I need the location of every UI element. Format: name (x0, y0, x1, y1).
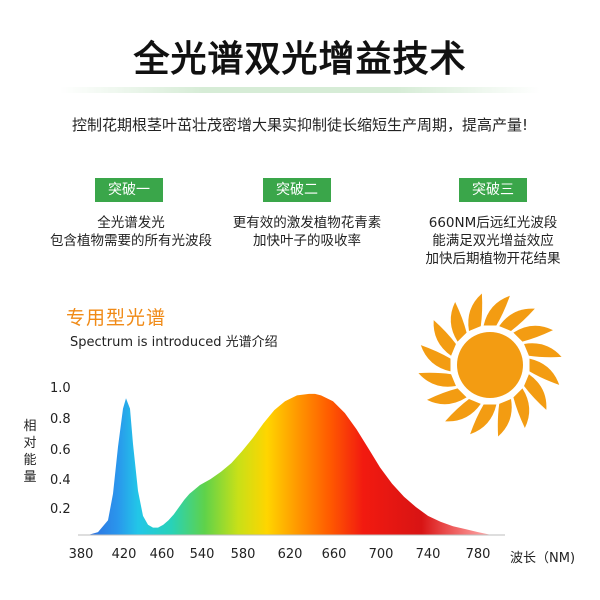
breakthrough-3-line-2: 能满足双光增益效应 (432, 233, 554, 249)
sun-ray (418, 372, 456, 387)
breakthrough-3-badge: 突破三 (459, 178, 527, 202)
x-axis-label: 波长（NM) (510, 551, 576, 566)
breakthrough-2-line-2: 加快叶子的吸收率 (253, 233, 361, 249)
sun-ray (433, 320, 456, 356)
x-tick-label: 620 (277, 547, 303, 562)
x-tick-label: 380 (68, 547, 94, 562)
breakthrough-3-line-1: 660NM后远红光波段 (428, 215, 558, 231)
page-title: 全光谱双光增益技术 (133, 39, 467, 80)
sun-ray (450, 302, 467, 342)
sun-ray (529, 358, 560, 385)
x-tick-label: 420 (111, 547, 137, 562)
sun-icon (418, 293, 562, 437)
spectrum-area (88, 393, 492, 535)
breakthrough-2-line-1: 更有效的激发植物花青素 (232, 215, 382, 231)
y-axis-label: 相对能量 (23, 419, 37, 485)
breakthrough-1-badge: 突破一 (95, 178, 163, 202)
sun-core (457, 332, 523, 398)
sun-ray (470, 404, 497, 435)
sun-ray (513, 325, 553, 342)
breakthrough-2-badge: 突破二 (263, 178, 331, 202)
sun-ray (499, 308, 535, 331)
sun-ray (524, 374, 547, 410)
x-tick-label: 700 (368, 547, 394, 562)
breakthrough-1-line-2: 包含植物需要的所有光波段 (50, 233, 212, 249)
title-divider (60, 87, 540, 93)
sun-ray (427, 388, 467, 405)
breakthrough-1-description: 全光谱发光 包含植物需要的所有光波段 (36, 214, 226, 250)
x-tick-label: 460 (149, 547, 175, 562)
sun-ray (420, 345, 451, 372)
x-tick-label: 540 (189, 547, 215, 562)
breakthrough-1-line-1: 全光谱发光 (97, 215, 165, 231)
page-subtitle: 控制花期根茎叶茁壮茂密增大果实抑制徒长缩短生产周期，提高产量! (71, 116, 529, 134)
y-tick-label: 0.4 (50, 473, 71, 488)
y-tick-label: 0.2 (50, 502, 71, 517)
sun-ray (497, 399, 512, 437)
sun-ray (483, 295, 510, 326)
sun-ray (524, 343, 562, 358)
y-tick-label: 1.0 (50, 381, 71, 396)
y-tick-label: 0.6 (50, 443, 71, 458)
sun-ray (513, 388, 530, 428)
breakthrough-3-description: 660NM后远红光波段 能满足双光增益效应 加快后期植物开花结果 (398, 214, 588, 268)
x-tick-label: 780 (465, 547, 491, 562)
x-tick-label: 660 (321, 547, 347, 562)
sun-ray (468, 293, 483, 331)
y-tick-label: 0.8 (50, 412, 71, 427)
sun-ray (445, 399, 481, 422)
spectrum-subtitle: Spectrum is introduced 光谱介绍 (70, 335, 278, 350)
x-tick-label: 580 (230, 547, 256, 562)
breakthrough-3-line-3: 加快后期植物开花结果 (425, 251, 561, 267)
spectrum-title: 专用型光谱 (66, 307, 167, 329)
breakthrough-2-description: 更有效的激发植物花青素 加快叶子的吸收率 (212, 214, 402, 250)
x-tick-label: 740 (415, 547, 441, 562)
